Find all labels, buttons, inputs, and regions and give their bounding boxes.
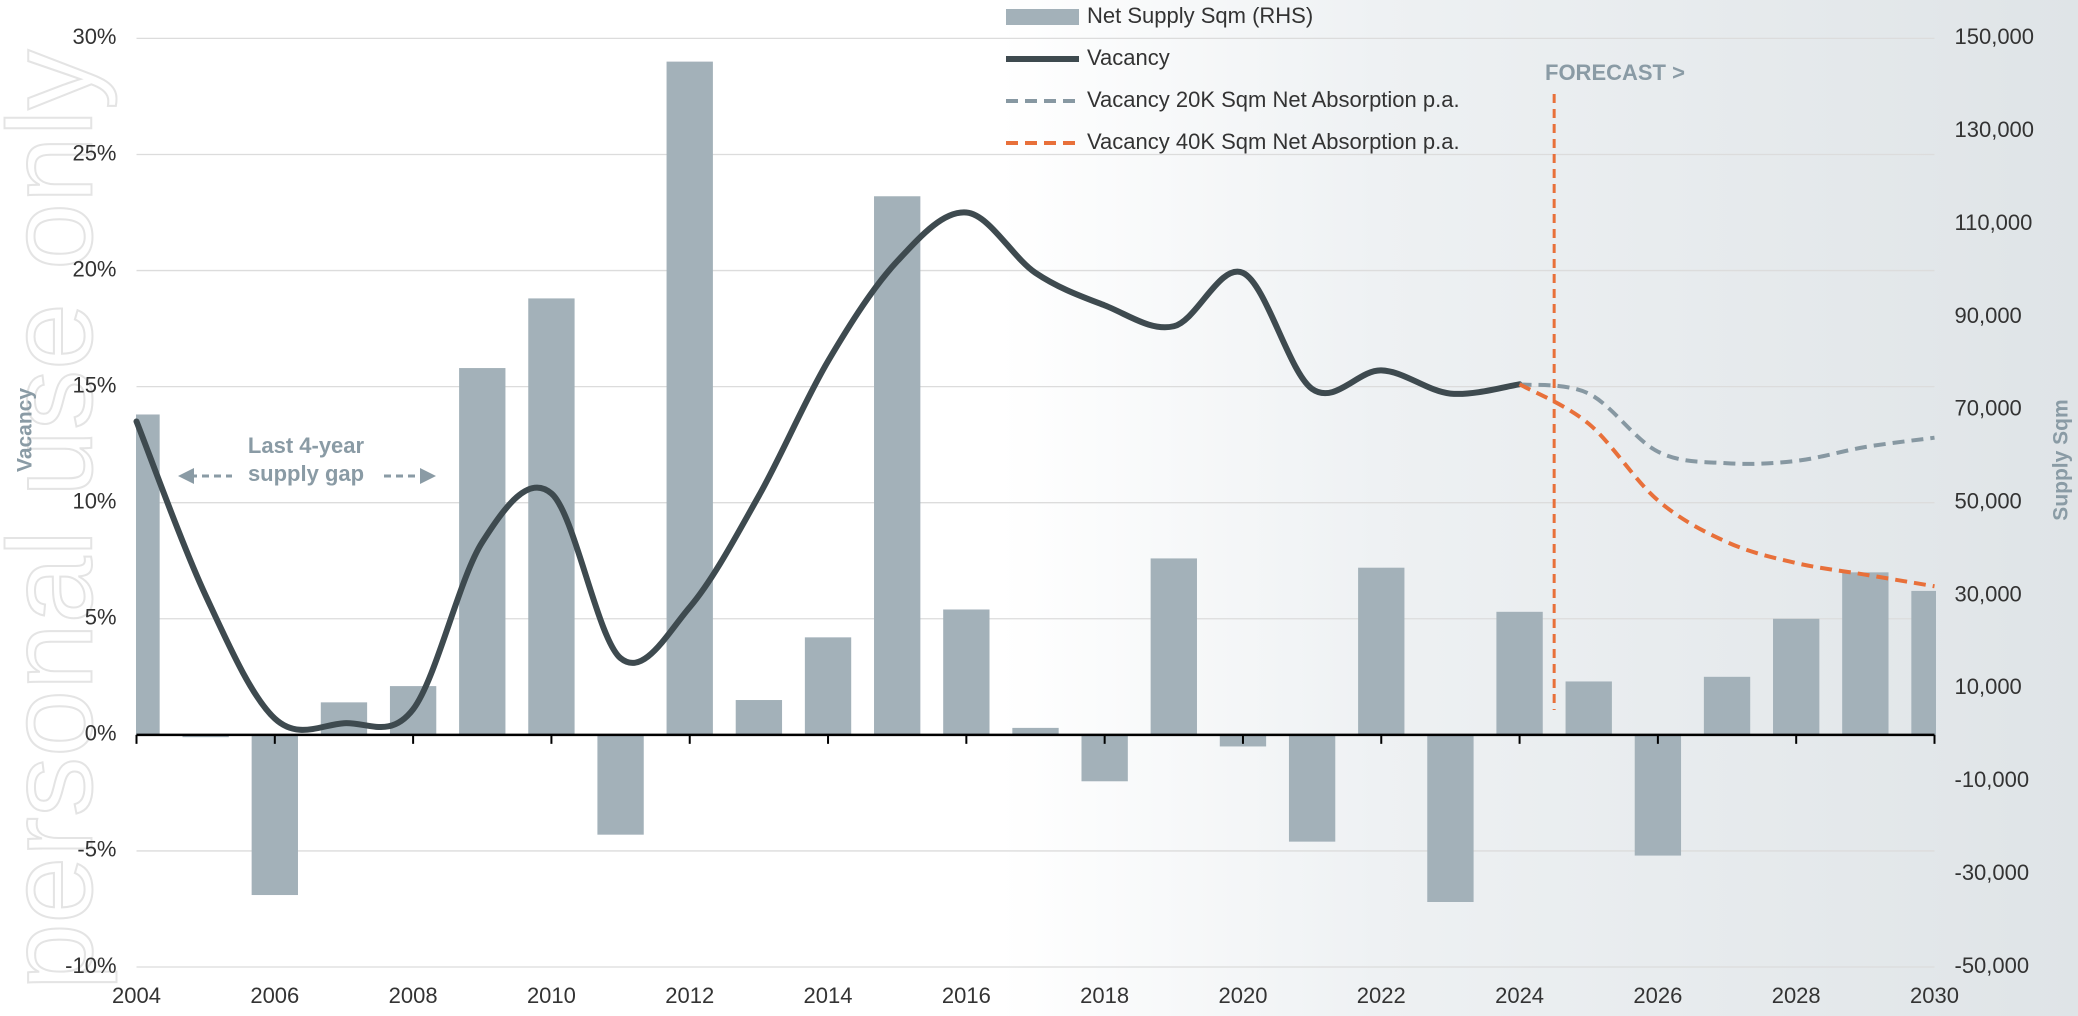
y-tick-label: -10% xyxy=(65,953,116,978)
legend-label: Net Supply Sqm (RHS) xyxy=(1087,3,1313,28)
legend-label: Vacancy xyxy=(1087,45,1170,70)
x-tick-label: 2028 xyxy=(1772,983,1821,1008)
y2-tick-label: 90,000 xyxy=(1955,303,2022,328)
x-tick-label: 2024 xyxy=(1495,983,1544,1008)
y-tick-label: 20% xyxy=(72,256,116,281)
legend-swatch xyxy=(1006,9,1079,25)
x-tick-label: 2014 xyxy=(804,983,853,1008)
x-tick-label: 2018 xyxy=(1080,983,1129,1008)
bar xyxy=(1427,735,1473,902)
bar xyxy=(1773,619,1819,735)
bar xyxy=(597,735,643,835)
bar xyxy=(1704,677,1750,735)
x-tick-label: 2004 xyxy=(112,983,161,1008)
x-tick-label: 2030 xyxy=(1910,983,1959,1008)
x-tick-label: 2022 xyxy=(1357,983,1406,1008)
y2-tick-label: 130,000 xyxy=(1955,117,2035,142)
bar xyxy=(943,609,989,734)
bar xyxy=(1566,681,1612,734)
x-tick-label: 2012 xyxy=(665,983,714,1008)
bar xyxy=(1358,568,1404,735)
bar xyxy=(736,700,782,735)
y2-tick-label: 150,000 xyxy=(1955,24,2035,49)
y-tick-label: 25% xyxy=(72,140,116,165)
y2-tick-label: 70,000 xyxy=(1955,396,2022,421)
chart: personal use only -10%-5%0%5%10%15%20%25… xyxy=(0,0,2078,1016)
y2-tick-label: 110,000 xyxy=(1955,210,2033,235)
bar xyxy=(1842,572,1888,735)
x-tick-label: 2006 xyxy=(250,983,299,1008)
x-tick-label: 2008 xyxy=(389,983,438,1008)
y-tick-label: 30% xyxy=(72,24,116,49)
y2-tick-label: 30,000 xyxy=(1955,581,2022,606)
bar xyxy=(321,702,367,735)
x-tick-label: 2010 xyxy=(527,983,576,1008)
x-tick-label: 2020 xyxy=(1218,983,1267,1008)
y-tick-label: 5% xyxy=(85,605,117,630)
y2-tick-label: 10,000 xyxy=(1955,674,2022,699)
bar xyxy=(805,637,851,735)
y2-axis-label: Supply Sqm xyxy=(2050,399,2073,520)
annotation: Last 4-year xyxy=(248,433,365,458)
bar xyxy=(252,735,298,895)
bar xyxy=(1635,735,1681,856)
bar xyxy=(459,368,505,735)
bar xyxy=(1496,612,1542,735)
bar xyxy=(1151,558,1197,734)
legend-label: Vacancy 20K Sqm Net Absorption p.a. xyxy=(1087,87,1460,112)
y-tick-label: 0% xyxy=(85,721,117,746)
bar xyxy=(1289,735,1335,842)
bar xyxy=(667,62,713,735)
x-tick-label: 2026 xyxy=(1633,983,1682,1008)
y-axis-label: Vacancy xyxy=(14,388,37,472)
y2-tick-label: -10,000 xyxy=(1955,767,2030,792)
annotation: supply gap xyxy=(248,461,364,486)
y-tick-label: 10% xyxy=(72,489,116,514)
y-tick-label: -5% xyxy=(77,837,116,862)
y2-tick-label: -30,000 xyxy=(1955,860,2030,885)
y2-tick-label: 50,000 xyxy=(1955,489,2022,514)
y-tick-label: 15% xyxy=(72,372,116,397)
forecast-label: FORECAST > xyxy=(1545,60,1685,85)
x-tick-label: 2016 xyxy=(942,983,991,1008)
legend-label: Vacancy 40K Sqm Net Absorption p.a. xyxy=(1087,129,1460,154)
y2-tick-label: -50,000 xyxy=(1955,953,2030,978)
